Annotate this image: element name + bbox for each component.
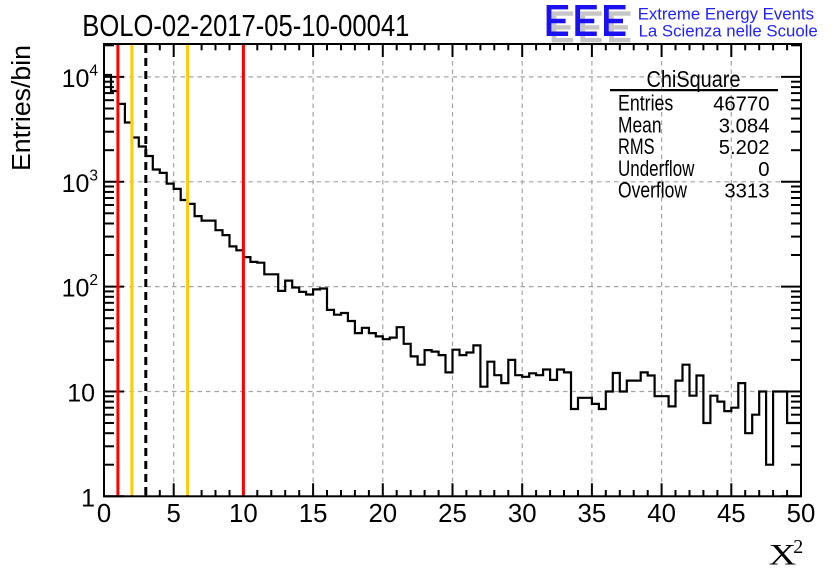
svg-text:Overflow: Overflow — [618, 178, 687, 203]
svg-text:La Scienza nelle Scuole: La Scienza nelle Scuole — [639, 22, 818, 41]
svg-text:30: 30 — [508, 500, 537, 528]
svg-text:3.084: 3.084 — [719, 115, 770, 137]
svg-text:3313: 3313 — [724, 181, 769, 203]
svg-text:RMS: RMS — [618, 134, 655, 159]
svg-text:Extreme Energy Events: Extreme Energy Events — [638, 5, 814, 24]
svg-text:Underflow: Underflow — [618, 156, 694, 181]
svg-text:1: 1 — [81, 484, 95, 512]
svg-text:15: 15 — [299, 500, 328, 528]
svg-text:25: 25 — [438, 500, 467, 528]
svg-text:0: 0 — [758, 159, 769, 181]
svg-text:40: 40 — [647, 500, 676, 528]
svg-text:ChiSquare: ChiSquare — [647, 66, 741, 92]
svg-text:Entries/bin: Entries/bin — [8, 45, 36, 171]
svg-text:2: 2 — [793, 536, 803, 558]
svg-text:5: 5 — [167, 500, 181, 528]
svg-text:10: 10 — [229, 500, 258, 528]
svg-text:BOLO-02-2017-05-10-00041: BOLO-02-2017-05-10-00041 — [82, 8, 409, 43]
svg-text:35: 35 — [578, 500, 607, 528]
svg-text:X: X — [769, 538, 797, 571]
svg-text:46770: 46770 — [713, 94, 769, 116]
svg-text:5.202: 5.202 — [719, 137, 770, 159]
svg-text:10: 10 — [67, 380, 95, 408]
svg-text:0: 0 — [97, 500, 111, 528]
svg-text:45: 45 — [717, 500, 746, 528]
svg-text:Mean: Mean — [618, 112, 662, 137]
svg-text:20: 20 — [368, 500, 397, 528]
svg-text:50: 50 — [787, 500, 816, 528]
svg-text:Entries: Entries — [618, 91, 673, 116]
